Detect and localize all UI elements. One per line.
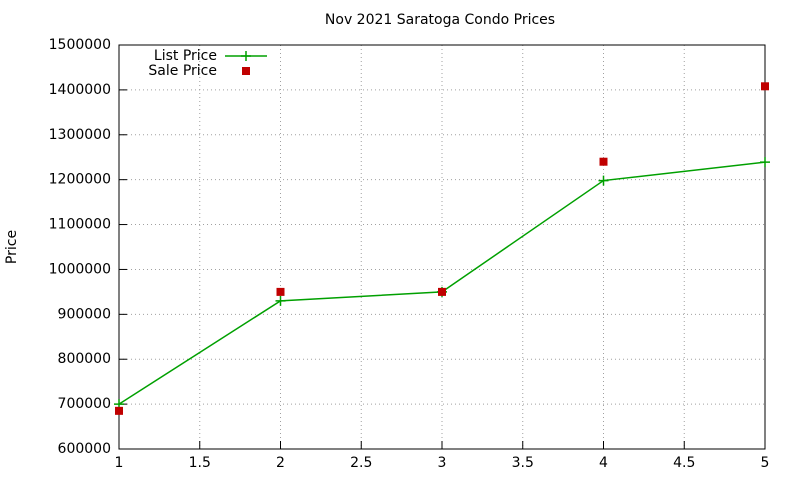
y-tick-label: 1200000 <box>49 172 111 188</box>
data-point <box>275 295 286 306</box>
x-tick-label: 2 <box>276 455 285 471</box>
y-tick-label: 800000 <box>58 351 111 367</box>
data-point <box>599 157 608 166</box>
legend-label: Sale Price <box>148 63 217 79</box>
y-tick-label: 600000 <box>58 441 111 457</box>
series-line <box>118 161 766 405</box>
x-tick-label: 5 <box>761 455 770 471</box>
data-point <box>761 82 769 91</box>
legend-label: List Price <box>154 48 217 64</box>
legend-marker <box>241 51 251 61</box>
data-point <box>760 157 770 168</box>
y-tick-label: 700000 <box>58 396 111 412</box>
data-point <box>438 287 446 296</box>
data-point <box>115 406 123 415</box>
legend-marker <box>242 67 250 75</box>
plot-frame <box>118 44 766 450</box>
x-tick-label: 4 <box>599 455 608 471</box>
y-tick-label: 900000 <box>58 306 111 322</box>
x-tick-label: 3.5 <box>512 455 534 471</box>
x-tick-label: 3 <box>438 455 447 471</box>
data-point <box>276 287 285 296</box>
data-point <box>598 175 609 186</box>
x-tick-label: 1.5 <box>189 455 211 471</box>
y-tick-label: 1300000 <box>49 127 111 143</box>
x-tick-label: 1 <box>115 455 124 471</box>
y-tick-label: 1100000 <box>49 217 111 233</box>
y-tick-label: 1000000 <box>49 261 111 277</box>
chart-title: Nov 2021 Saratoga Condo Prices <box>325 12 555 28</box>
y-tick-label: 1500000 <box>49 37 111 53</box>
y-tick-label: 1400000 <box>49 82 111 98</box>
x-tick-label: 4.5 <box>673 455 695 471</box>
y-axis-label: Price <box>4 230 20 264</box>
x-tick-label: 2.5 <box>350 455 372 471</box>
